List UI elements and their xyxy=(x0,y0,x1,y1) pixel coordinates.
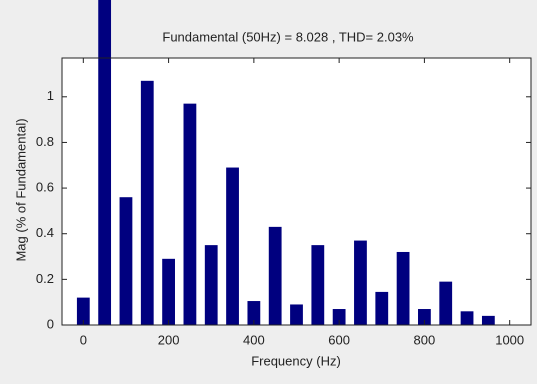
bar xyxy=(481,315,495,325)
bar xyxy=(332,309,346,325)
y-tick-label: 0 xyxy=(47,316,54,331)
bar xyxy=(226,167,239,325)
y-tick-label: 0.8 xyxy=(36,134,54,149)
chart-title: Fundamental (50Hz) = 8.028 , THD= 2.03% xyxy=(162,29,414,44)
bar xyxy=(375,291,389,325)
y-tick-label: 0.4 xyxy=(36,225,54,240)
bar xyxy=(268,226,282,325)
bar xyxy=(247,301,261,325)
bar xyxy=(418,309,431,325)
x-tick-label: 800 xyxy=(414,332,436,347)
bar xyxy=(76,297,90,325)
marks xyxy=(76,0,495,326)
x-tick-label: 200 xyxy=(158,332,180,347)
bar xyxy=(311,245,325,325)
bar xyxy=(290,304,303,325)
bar xyxy=(162,258,175,325)
bar xyxy=(354,240,367,325)
bar xyxy=(460,311,474,325)
x-tick-label: 0 xyxy=(80,332,87,347)
x-tick-label: 400 xyxy=(243,332,265,347)
x-axis-label: Frequency (Hz) xyxy=(251,353,341,368)
bar xyxy=(140,80,154,325)
plot-area xyxy=(62,58,531,325)
x-tick-label: 1000 xyxy=(495,332,524,347)
y-tick-label: 0.6 xyxy=(36,180,54,195)
bar xyxy=(98,0,112,325)
y-tick-label: 0.2 xyxy=(36,271,54,286)
y-tick-label: 1 xyxy=(47,88,54,103)
bar xyxy=(119,197,133,325)
bar xyxy=(439,281,453,325)
x-tick-label: 600 xyxy=(328,332,350,347)
axes-frame xyxy=(61,57,532,326)
bar xyxy=(204,245,218,325)
bar xyxy=(396,251,410,325)
bar xyxy=(183,103,197,326)
y-axis-label: Mag (% of Fundamental) xyxy=(13,118,28,261)
